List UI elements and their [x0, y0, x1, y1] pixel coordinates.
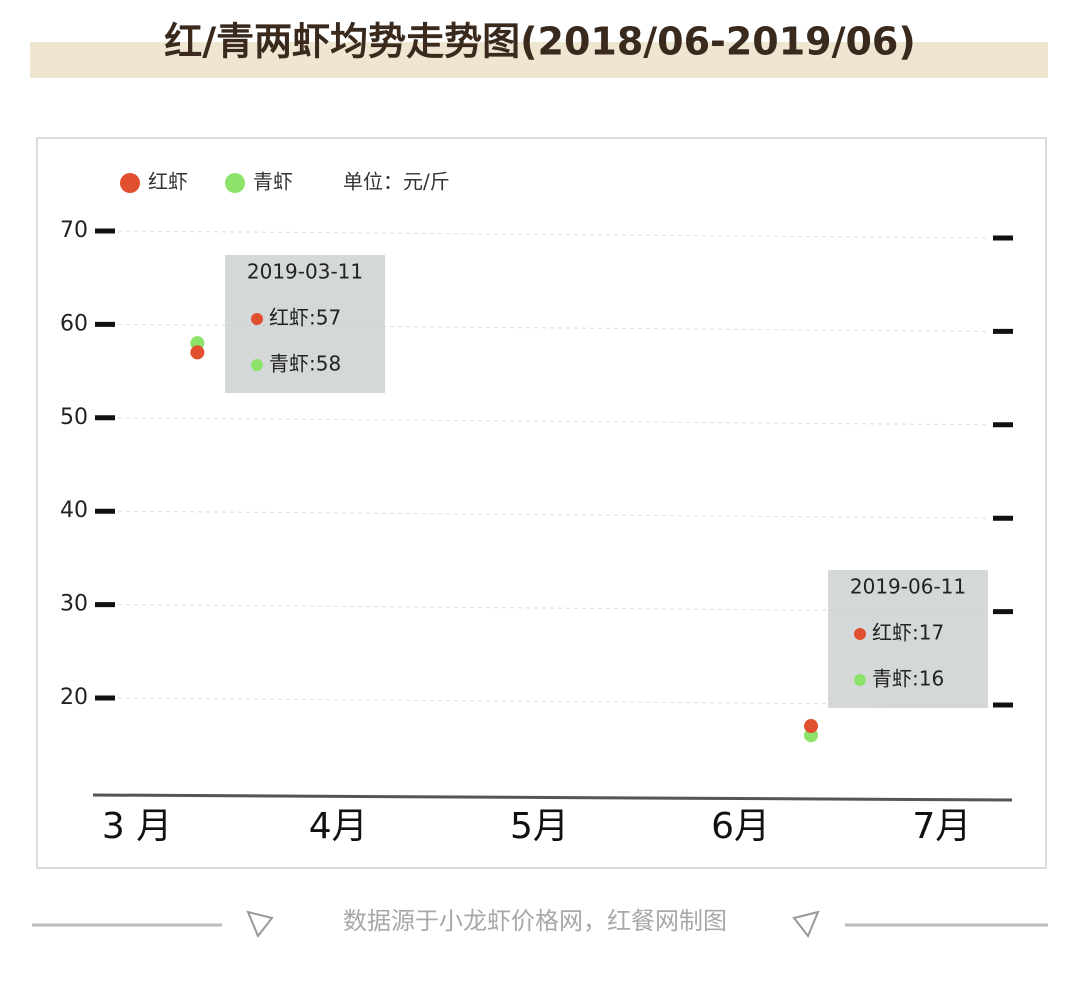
tooltip-line: 青虾:16	[872, 667, 944, 691]
highlight-point	[804, 719, 819, 734]
unit-label: 单位：元/斤	[343, 170, 450, 194]
source-note: 数据源于小龙虾价格网，红餐网制图	[343, 907, 727, 935]
y-tick-label: 20	[60, 685, 88, 710]
legend-marker	[120, 173, 140, 193]
footer-icon	[792, 910, 820, 938]
highlight-point	[190, 345, 205, 360]
grid-line	[117, 604, 991, 613]
tooltip-title: 2019-06-11	[850, 575, 966, 599]
x-tick-label: 6月	[711, 806, 770, 847]
grid-line	[117, 697, 991, 706]
tooltip-marker	[854, 628, 866, 640]
x-tick-label: 3 月	[102, 806, 172, 847]
x-axis	[92, 793, 1013, 802]
chart-title: 红/青两虾均势走势图(2018/06-2019/06)	[164, 20, 915, 64]
tooltip-box	[225, 255, 385, 393]
grid-line	[117, 417, 991, 426]
tooltip-marker	[854, 674, 866, 686]
tooltip-box	[828, 570, 988, 708]
y-tick-label: 70	[60, 218, 88, 243]
grid-line	[117, 510, 991, 519]
tooltip-marker	[251, 359, 263, 371]
legend-label: 青虾	[253, 170, 293, 194]
tooltip-marker	[251, 313, 263, 325]
x-tick-label: 7月	[912, 806, 971, 847]
x-tick-label: 5月	[510, 806, 569, 847]
tooltip-line: 红虾:57	[269, 306, 341, 330]
title-band	[30, 42, 1048, 78]
grid-line	[117, 230, 991, 239]
chart-frame	[36, 137, 1047, 869]
y-tick-label: 50	[60, 405, 88, 430]
x-tick-label: 4月	[309, 806, 368, 847]
legend-marker	[225, 173, 245, 193]
tooltip-line: 红虾:17	[872, 621, 944, 645]
y-tick-label: 40	[60, 498, 88, 523]
y-tick-label: 30	[60, 592, 88, 617]
tooltip-line: 青虾:58	[269, 352, 341, 376]
footer-icon	[246, 910, 274, 938]
y-tick-label: 60	[60, 311, 88, 336]
legend-label: 红虾	[148, 170, 188, 194]
tooltip-title: 2019-03-11	[247, 260, 363, 284]
